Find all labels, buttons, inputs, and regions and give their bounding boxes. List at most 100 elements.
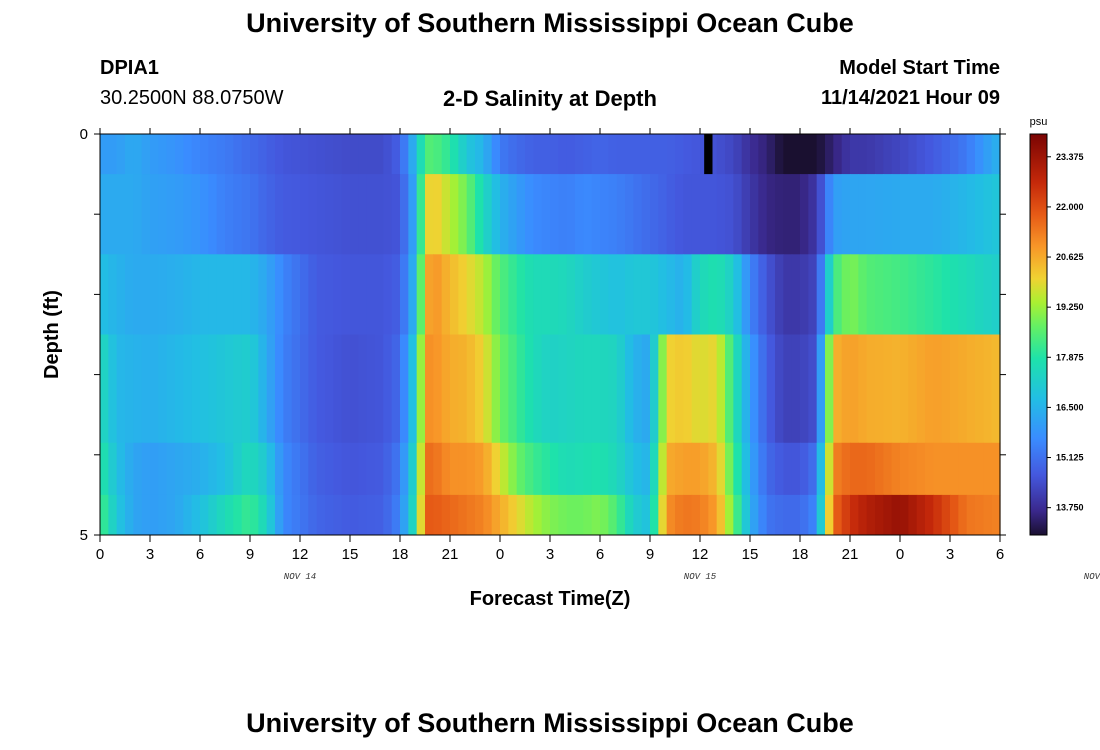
heatmap-cell [416, 134, 426, 175]
heatmap-cell [616, 254, 626, 335]
heatmap-cell [508, 334, 518, 444]
x-tick-label: 9 [246, 546, 254, 563]
heatmap-cell [675, 254, 684, 335]
heatmap-cell [450, 494, 459, 536]
heatmap-cell [525, 254, 534, 335]
heatmap-cell [541, 334, 551, 444]
heatmap-cell [741, 254, 751, 335]
heatmap-cell [241, 494, 251, 536]
x-tick-label: 18 [392, 546, 409, 563]
heatmap-cell [883, 334, 893, 444]
heatmap-cell [466, 174, 476, 255]
heatmap-cell [600, 254, 609, 335]
heatmap-cell [783, 494, 793, 536]
heatmap-cell [233, 494, 243, 536]
heatmap-cell [816, 174, 826, 255]
heatmap-cell [525, 334, 534, 444]
heatmap-cell [716, 254, 726, 335]
heatmap-cell [641, 254, 651, 335]
heatmap-cell [725, 494, 734, 536]
heatmap-cell [116, 254, 126, 335]
heatmap-cell [900, 174, 909, 255]
heatmap-cell [516, 494, 526, 536]
heatmap-cell [633, 494, 643, 536]
heatmap-cell [958, 254, 968, 335]
heatmap-cell [375, 334, 384, 444]
heatmap-cell [966, 134, 976, 175]
heatmap-cell [391, 174, 401, 255]
heatmap-cell [800, 254, 809, 335]
heatmap-cell [233, 334, 243, 444]
heatmap-cell [300, 442, 309, 496]
heatmap-cell [941, 174, 951, 255]
heatmap-cell [133, 254, 143, 335]
heatmap-cell [833, 494, 843, 536]
heatmap-cell [525, 134, 534, 175]
heatmap-cell [291, 494, 301, 536]
heatmap-cell [791, 494, 801, 536]
heatmap-cell [625, 334, 634, 444]
heatmap-cell [216, 134, 226, 175]
heatmap-cell [166, 442, 176, 496]
heatmap-cell [316, 334, 326, 444]
heatmap-cell [158, 494, 168, 536]
heatmap-cell [333, 134, 343, 175]
heatmap-cell [916, 494, 926, 536]
heatmap-cell [175, 254, 184, 335]
heatmap-cell [300, 334, 309, 444]
heatmap-cell [875, 494, 884, 536]
heatmap-cell [700, 334, 709, 444]
heatmap-cell [808, 334, 818, 444]
heatmap-cell [275, 442, 284, 496]
heatmap-cell [425, 134, 434, 175]
x-tick-label: 18 [792, 546, 809, 563]
x-axis-title: Forecast Time(Z) [470, 588, 631, 610]
heatmap-cell [133, 494, 143, 536]
heatmap-cell [966, 334, 976, 444]
heatmap-cell [975, 254, 984, 335]
heatmap-cell [808, 134, 818, 175]
heatmap-cell [341, 254, 351, 335]
heatmap-cell [558, 134, 568, 175]
heatmap-cell [883, 494, 893, 536]
heatmap-cell [566, 254, 576, 335]
heatmap-cell [608, 442, 618, 496]
heatmap-cell [775, 134, 784, 175]
heatmap-cell [275, 334, 284, 444]
heatmap-cell [783, 254, 793, 335]
heatmap-cell [600, 334, 609, 444]
heatmap-cell [275, 254, 284, 335]
heatmap-cell [500, 334, 509, 444]
heatmap-cell [666, 442, 676, 496]
heatmap-cell [116, 442, 126, 496]
heatmap-cell [683, 174, 693, 255]
chart-title: 2-D Salinity at Depth [443, 86, 657, 111]
heatmap-cell [325, 494, 334, 536]
heatmap-cell [433, 254, 443, 335]
heatmap-cell [183, 134, 193, 175]
heatmap-cell [891, 494, 901, 536]
heatmap-cell [525, 174, 534, 255]
heatmap-cell [291, 174, 301, 255]
heatmap-cell [408, 494, 418, 536]
heatmap-cell [441, 134, 451, 175]
heatmap-cell [183, 494, 193, 536]
heatmap-cell [275, 134, 284, 175]
heatmap-cell [666, 254, 676, 335]
heatmap-cell [166, 174, 176, 255]
heatmap-cell [283, 494, 293, 536]
heatmap-cell [783, 174, 793, 255]
heatmap-cell [641, 174, 651, 255]
heatmap-cell [566, 334, 576, 444]
heatmap-cell [550, 254, 559, 335]
footer-title: University of Southern Mississippi Ocean… [246, 708, 854, 738]
heatmap-cell [200, 134, 209, 175]
heatmap-cell [800, 494, 809, 536]
heatmap-cell [416, 254, 426, 335]
heatmap-cell [600, 494, 609, 536]
heatmap-cell [550, 494, 559, 536]
heatmap-cell [733, 494, 743, 536]
heatmap-cell [708, 442, 718, 496]
heatmap-cell [866, 134, 876, 175]
heatmap-cell [425, 442, 434, 496]
